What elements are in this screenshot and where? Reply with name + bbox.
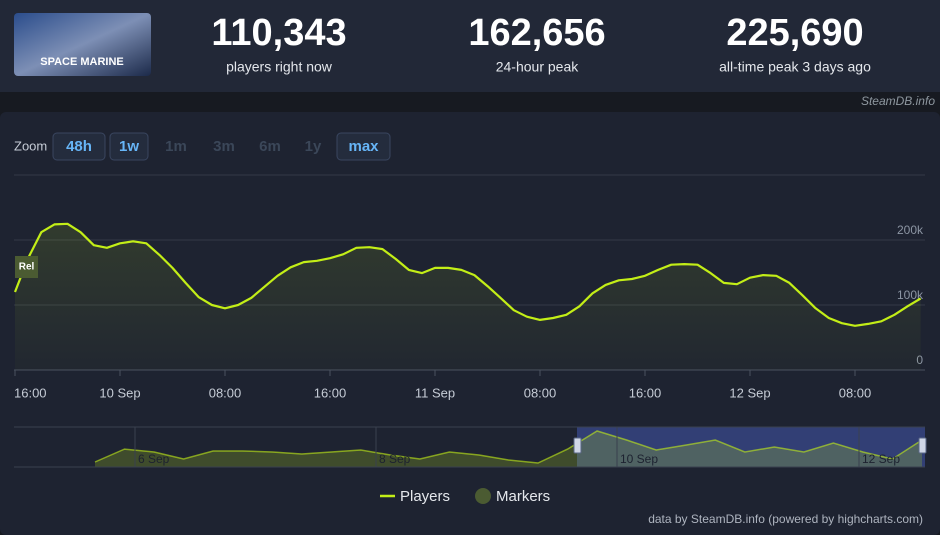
- navigator-label: 8 Sep: [379, 452, 411, 466]
- y-tick-label: 200k: [897, 223, 924, 237]
- stat-value: 110,343: [211, 12, 346, 54]
- series-area: [15, 223, 921, 370]
- zoom-button-text[interactable]: 48h: [66, 138, 92, 155]
- stat-label: 24-hour peak: [496, 59, 580, 75]
- navigator-selection: [577, 427, 925, 467]
- legend: Players Markers: [380, 488, 550, 505]
- zoom-button[interactable]: [109, 132, 149, 161]
- zoom-buttons: 48h 1w 1m 3m 6m 1y max: [52, 132, 391, 161]
- zoom-button-text[interactable]: 1w: [119, 138, 139, 155]
- x-tick-label: 11 Sep: [415, 385, 455, 400]
- zoom-button-text: 3m: [213, 138, 235, 155]
- marker-flag[interactable]: [15, 256, 38, 278]
- footer: data by SteamDB.info (powered by highcha…: [648, 512, 923, 526]
- header-card: [0, 0, 940, 92]
- game-image-text: SPACE MARINE: [40, 56, 124, 68]
- navigator-line: [94, 430, 923, 464]
- legend-label[interactable]: Markers: [496, 488, 550, 505]
- zoom-label: Zoom: [14, 138, 47, 153]
- zoom-button-text: 1m: [165, 138, 187, 155]
- navigator-label: 12 Sep: [862, 452, 900, 466]
- navigator-label: 10 Sep: [620, 452, 658, 466]
- navigator: 6 Sep 8 Sep 10 Sep 12 Sep: [14, 426, 927, 468]
- zoom-button-text: 1y: [305, 138, 322, 155]
- x-tick-label: 08:00: [209, 385, 242, 400]
- zoom-button-text[interactable]: max: [348, 138, 379, 155]
- game-image: [14, 13, 151, 76]
- zoom-button[interactable]: [336, 132, 391, 161]
- navigator-label: 6 Sep: [138, 452, 170, 466]
- zoom-button[interactable]: [52, 132, 106, 161]
- legend-swatch: [475, 488, 491, 504]
- navigator-handle[interactable]: [573, 437, 582, 454]
- x-tick-label: 16:00: [314, 385, 347, 400]
- zoom-button-text: 6m: [259, 138, 281, 155]
- x-tick-label: 08:00: [839, 385, 872, 400]
- marker-flag-text[interactable]: Rel: [19, 262, 35, 273]
- legend-label[interactable]: Players: [400, 488, 450, 505]
- stat-label: players right now: [226, 59, 333, 75]
- source-link[interactable]: SteamDB.info: [861, 94, 935, 108]
- navigator-area: [95, 431, 922, 467]
- x-tick-label: 12 Sep: [729, 385, 770, 400]
- x-tick-label: 08:00: [524, 385, 557, 400]
- stat-label: all-time peak 3 days ago: [719, 59, 871, 75]
- navigator-handle[interactable]: [918, 437, 927, 454]
- y-tick-label: 100k: [897, 288, 924, 302]
- x-tick-label: 16:00: [14, 385, 47, 400]
- x-tick-label: 16:00: [629, 385, 662, 400]
- stat-value: 225,690: [726, 12, 863, 54]
- series-line: [13, 222, 922, 327]
- stat-value: 162,656: [468, 12, 605, 54]
- x-tick-label: 10 Sep: [99, 385, 140, 400]
